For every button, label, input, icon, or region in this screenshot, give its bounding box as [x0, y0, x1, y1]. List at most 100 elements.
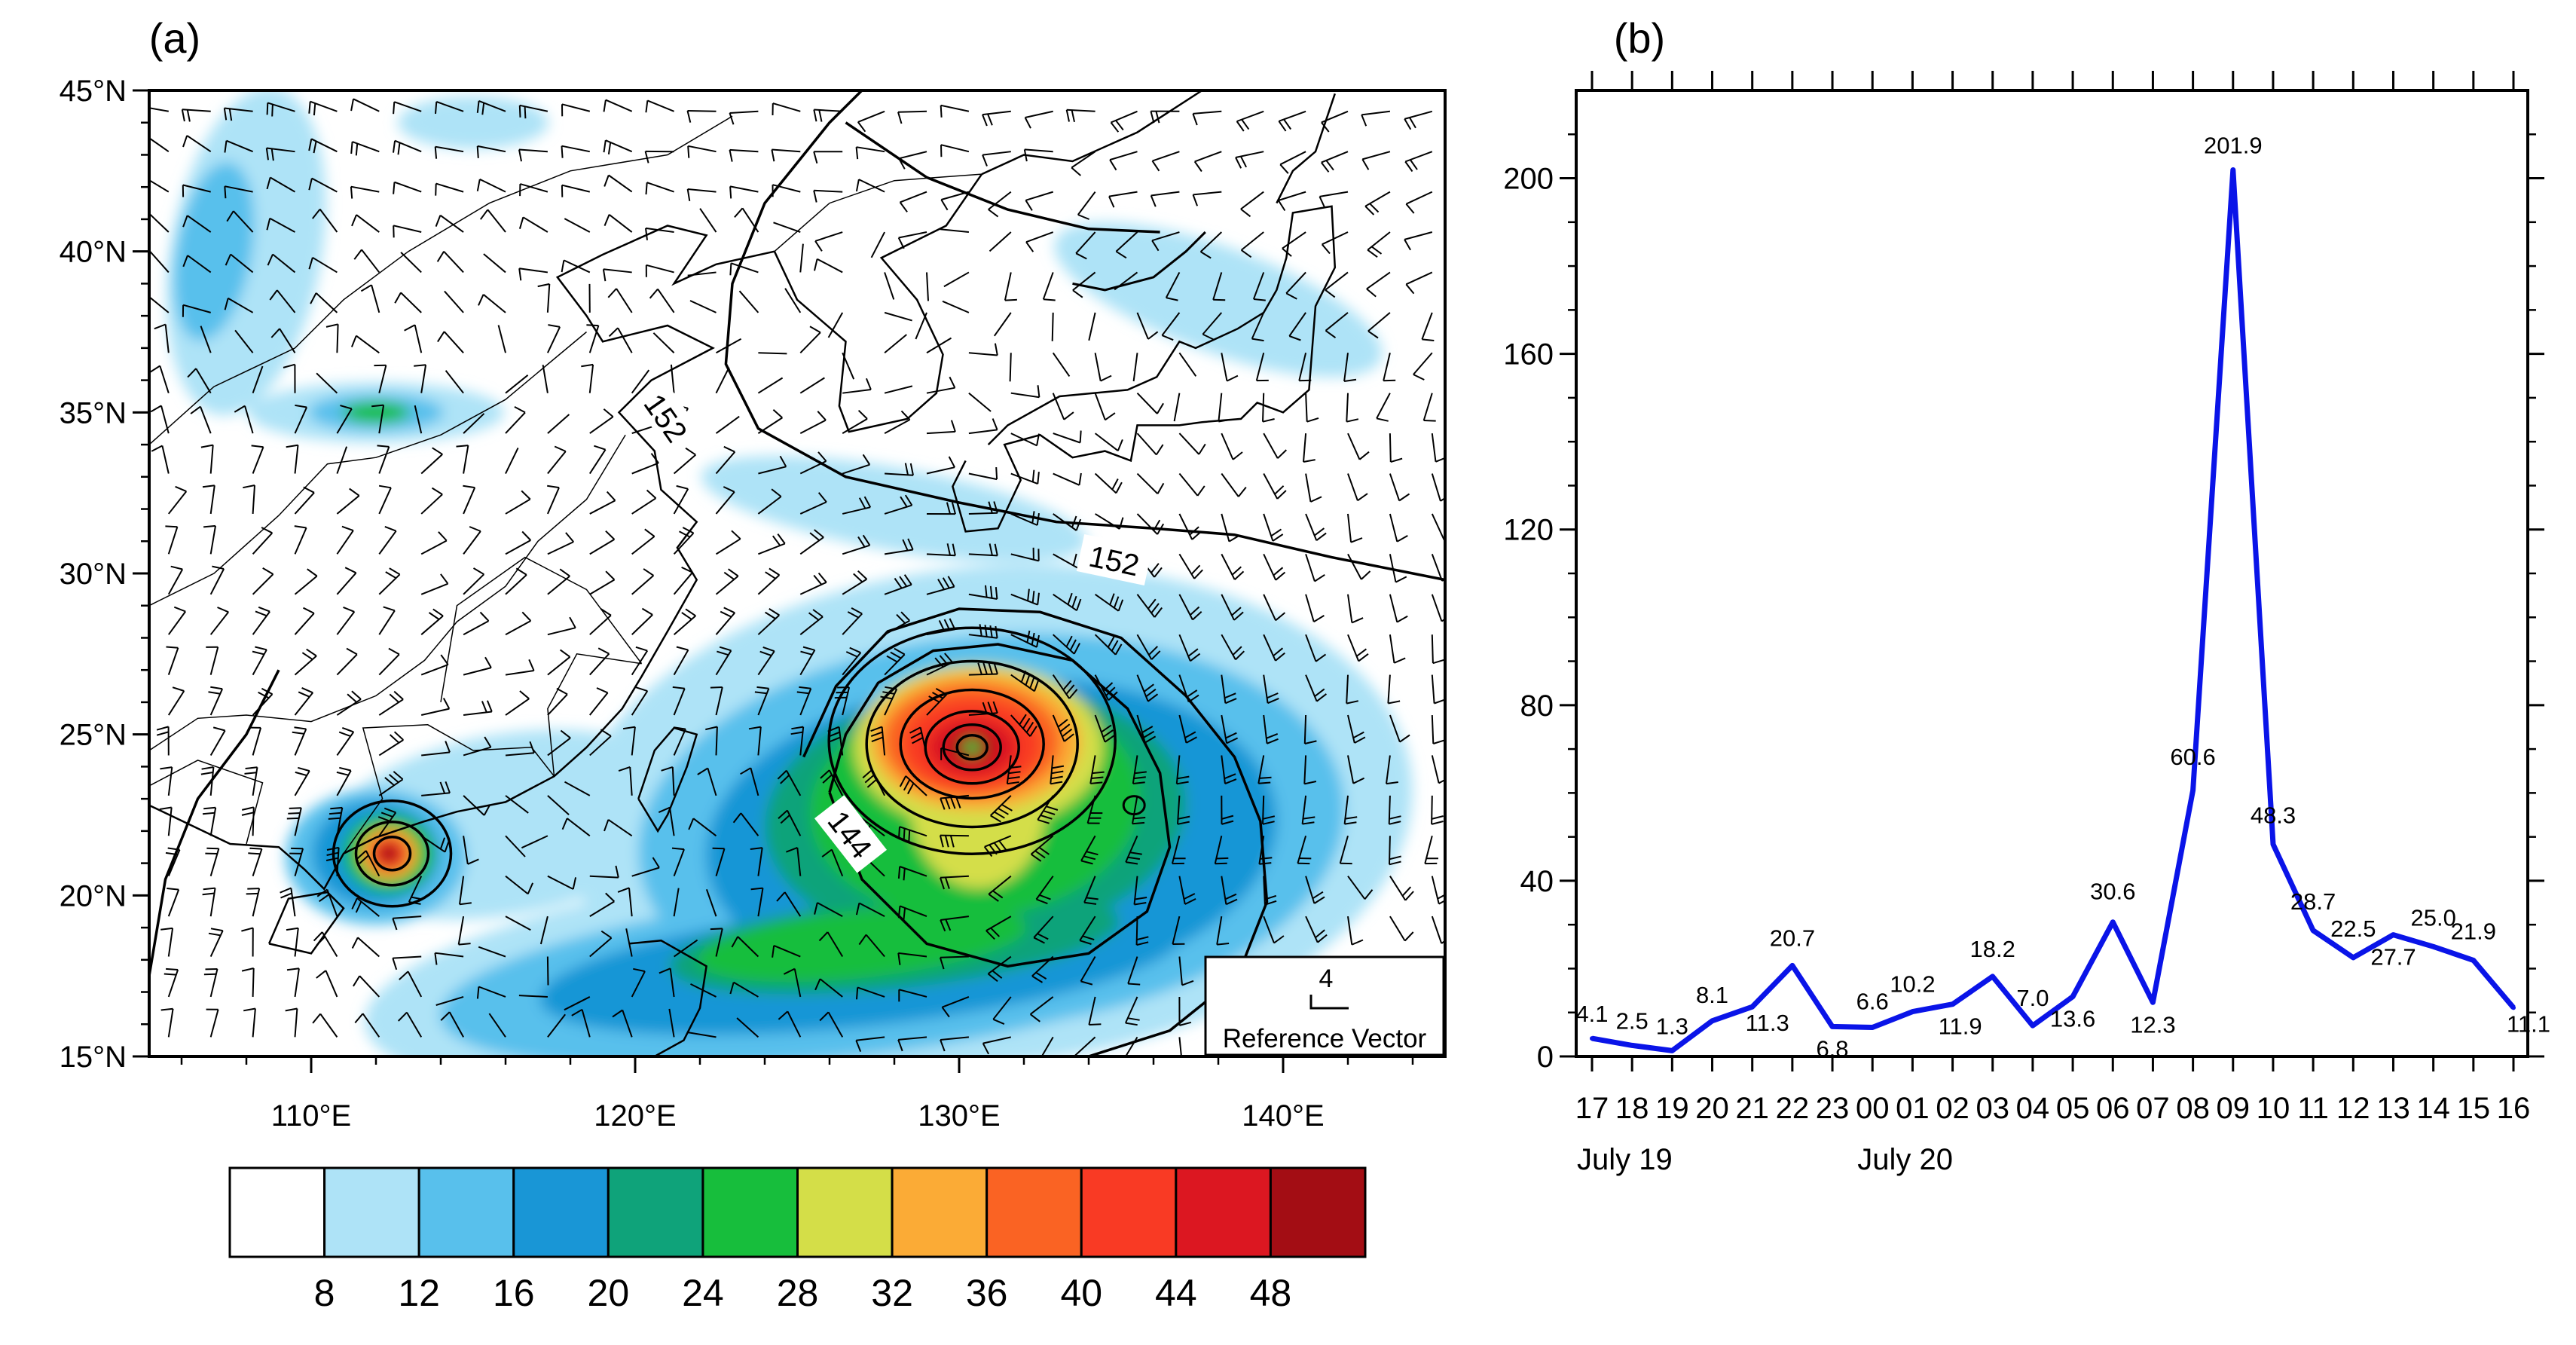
wind-barb-feather [1103, 682, 1114, 692]
wind-barb [459, 876, 472, 906]
wind-barb-shaft [608, 214, 633, 233]
wind-barb-feather [641, 607, 653, 616]
wind-barb-feather [819, 1011, 830, 1022]
map-y-tick-label: 15°N [60, 1041, 127, 1074]
wind-barb [673, 527, 695, 555]
wind-barb-feather [1071, 515, 1077, 528]
wind-barb-feather [813, 574, 823, 585]
wind-barb-shaft [1178, 876, 1186, 905]
wind-barb-shaft [588, 325, 600, 353]
wind-barb-shaft [631, 971, 646, 998]
wind-barb-shaft [1346, 674, 1349, 704]
wind-barb-shaft [814, 109, 843, 112]
wind-barb-shaft [968, 392, 992, 412]
wind-barb [393, 181, 422, 194]
wind-barb-shaft [926, 272, 929, 301]
wind-barb-shaft [707, 768, 717, 796]
wind-barb [378, 525, 397, 555]
wind-barb-feather [992, 701, 998, 714]
wind-barb [151, 445, 170, 474]
wind-barb [206, 646, 219, 675]
wind-barb-shaft [497, 325, 506, 353]
wind-barb [1110, 110, 1138, 133]
wind-barb-shaft [715, 491, 735, 515]
wind-barb-feather [190, 405, 201, 414]
wind-barb [519, 183, 549, 197]
wind-barb-feather [676, 485, 689, 490]
wind-barb [940, 104, 970, 118]
wind-barb-feather [1062, 728, 1073, 738]
wind-barb-feather [717, 650, 729, 656]
wind-barb-feather [301, 652, 313, 660]
wind-barb [166, 646, 179, 675]
wind-barb-shaft [926, 585, 955, 595]
wind-barb-feather [1117, 439, 1123, 451]
wind-barb-feather [1023, 149, 1028, 162]
wind-barb-feather [476, 100, 480, 113]
wind-barb-shaft [209, 485, 215, 515]
wind-barb-feather [602, 269, 607, 282]
wind-barb [518, 148, 548, 162]
wind-barb [631, 568, 655, 595]
wind-barb-feather [1325, 160, 1334, 171]
wind-barb-shaft [915, 312, 927, 340]
wind-barb-shaft [1347, 916, 1353, 945]
wind-barb-feather [1151, 160, 1160, 172]
wind-barb [1192, 110, 1222, 126]
wind-barb-feather [939, 835, 944, 848]
wind-barb-shaft [757, 688, 770, 716]
wind-barb [926, 576, 955, 595]
wind-barb [434, 952, 464, 965]
wind-barb [463, 656, 492, 676]
colorbar-label: 24 [682, 1272, 724, 1314]
wind-barb-shaft [1053, 553, 1079, 569]
chart-b-x-tick-label: 22 [1776, 1092, 1810, 1125]
wind-barb-shaft [773, 944, 801, 958]
wind-barb-feather [864, 774, 875, 784]
wind-barb-feather [344, 567, 357, 574]
wind-barb-feather [1035, 971, 1047, 980]
chart-b-value-label: 30.6 [2090, 879, 2135, 905]
wind-barb [353, 249, 380, 274]
chart-b-value-label: 11.1 [2507, 1010, 2550, 1037]
chart-b-value-label: 4.1 [1575, 1001, 1608, 1027]
wind-barb-shaft [856, 1036, 885, 1041]
wind-barb [392, 916, 422, 931]
wind-barb-feather [686, 188, 691, 201]
wind-barb-feather [226, 210, 234, 222]
wind-barb-feather [849, 647, 861, 654]
wind-barb-feather [1129, 851, 1142, 855]
wind-barb-feather [765, 571, 776, 579]
wind-barb-feather [208, 932, 221, 937]
wind-barb-feather [857, 570, 868, 580]
wind-barb-feather [705, 726, 718, 731]
colorbar-box [228, 1166, 326, 1258]
wind-barb-feather [329, 812, 342, 815]
wind-barb-feather [1051, 770, 1064, 775]
wind-barb-feather [1346, 700, 1359, 705]
wind-barb [1305, 594, 1325, 623]
wind-barb [1136, 714, 1157, 744]
wind-barb [1025, 191, 1053, 211]
wind-barb-feather [809, 532, 820, 541]
wind-barb [200, 326, 212, 353]
wind-barb [1010, 469, 1040, 485]
wind-barb-feather [1409, 117, 1416, 129]
wind-barb-shaft [1073, 1036, 1096, 1056]
wind-barb-feather [202, 892, 215, 896]
wind-barb [673, 566, 693, 595]
chart-b-point [1830, 1024, 1835, 1029]
wind-barb [757, 408, 783, 434]
wind-barb-shaft [226, 139, 253, 153]
wind-barb-feather [1043, 298, 1056, 301]
map-x-tick-label: 120°E [594, 1099, 676, 1133]
wind-barb-feather [772, 408, 783, 419]
wind-barb-shaft [857, 986, 885, 998]
wind-barb [149, 107, 169, 112]
wind-barb [732, 812, 759, 836]
wind-barb-feather [935, 688, 947, 695]
wind-barb-feather [817, 451, 827, 462]
wind-barb [308, 138, 338, 154]
wind-barb-feather [442, 698, 451, 710]
wind-barb-shaft [1263, 634, 1276, 662]
